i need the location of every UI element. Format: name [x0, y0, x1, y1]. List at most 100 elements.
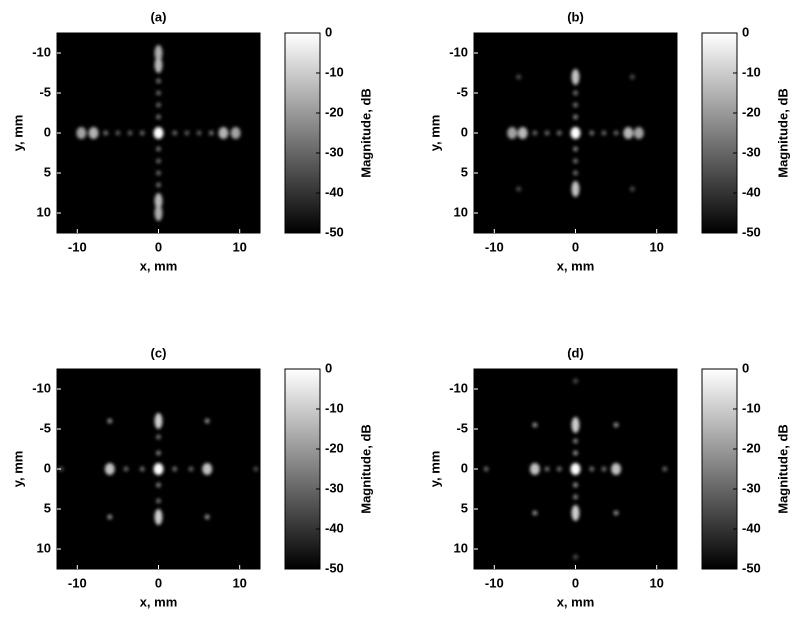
spot — [184, 130, 190, 136]
spot — [601, 130, 607, 136]
y-tick-label: 0 — [461, 124, 468, 139]
y-tick-label: -5 — [456, 84, 468, 99]
colorbar-tick-label: -50 — [742, 224, 761, 239]
spot — [202, 463, 213, 475]
spot — [573, 158, 578, 164]
colorbar-tick-label: -20 — [742, 104, 761, 119]
spot — [156, 114, 161, 120]
y-tick-label: -10 — [449, 44, 468, 59]
colorbar-tick-label: -40 — [742, 520, 761, 535]
spot — [156, 78, 161, 84]
spot — [156, 170, 161, 176]
spot — [529, 463, 540, 475]
spots — [58, 413, 259, 525]
spot — [88, 127, 99, 139]
spot — [58, 466, 64, 472]
spot — [153, 463, 164, 475]
colorbar-tick-label: -30 — [325, 480, 344, 495]
spot — [154, 509, 163, 525]
y-tick-label: -5 — [39, 420, 51, 435]
spot — [613, 130, 619, 136]
spot — [204, 418, 210, 424]
spot — [613, 510, 619, 516]
spot — [589, 466, 595, 472]
colorbar-label: Magnitude, dB — [775, 424, 790, 514]
spot — [571, 69, 580, 85]
spot — [573, 114, 578, 120]
x-tick-label: 0 — [572, 239, 579, 254]
spot — [154, 45, 163, 61]
colorbar — [701, 368, 738, 570]
x-tick-label: 10 — [232, 239, 246, 254]
spot — [571, 417, 580, 433]
spot — [623, 127, 634, 139]
spot — [573, 482, 578, 488]
spot — [483, 466, 489, 472]
y-tick-label: 5 — [461, 500, 468, 515]
y-tick-label: 0 — [44, 124, 51, 139]
x-tick-label: 0 — [572, 575, 579, 590]
colorbar-label: Magnitude, dB — [358, 88, 373, 178]
spot — [573, 170, 578, 176]
x-tick-label: -10 — [485, 575, 504, 590]
colorbar-tick-label: -30 — [742, 144, 761, 159]
spot — [188, 466, 194, 472]
y-axis-label: y, mm — [10, 451, 25, 488]
x-tick-label: 10 — [232, 575, 246, 590]
spot — [156, 482, 161, 488]
spot — [156, 102, 161, 108]
colorbar-tick-label: -30 — [325, 144, 344, 159]
spot — [156, 450, 161, 456]
colorbar-tick-label: -20 — [325, 104, 344, 119]
spot — [123, 466, 129, 472]
spot — [516, 74, 522, 80]
colorbar-tick-label: -20 — [325, 440, 344, 455]
colorbar-tick-label: -40 — [325, 184, 344, 199]
spot — [139, 466, 145, 472]
colorbar-tick-label: 0 — [325, 24, 332, 39]
spot — [172, 466, 178, 472]
spots — [76, 45, 241, 221]
spot — [204, 514, 210, 520]
spot — [76, 127, 87, 139]
colorbar-label: Magnitude, dB — [775, 88, 790, 178]
colorbar-tick-label: -10 — [325, 64, 344, 79]
spot — [570, 127, 581, 139]
y-tick-label: 10 — [454, 540, 468, 555]
y-tick-label: 10 — [37, 540, 51, 555]
y-tick-label: 10 — [37, 204, 51, 219]
colorbar-tick-label: -40 — [742, 184, 761, 199]
y-tick-label: -10 — [32, 380, 51, 395]
panel-title: (c) — [151, 345, 167, 360]
spot — [516, 186, 522, 192]
colorbar-tick-label: 0 — [325, 360, 332, 375]
x-tick-label: 10 — [649, 239, 663, 254]
colorbar-tick-label: -10 — [325, 400, 344, 415]
spot — [156, 158, 161, 164]
spot — [154, 413, 163, 429]
x-axis-label: x, mm — [140, 258, 178, 273]
spot — [154, 57, 163, 73]
spot — [544, 466, 550, 472]
spot — [570, 463, 581, 475]
x-tick-label: -10 — [68, 239, 87, 254]
x-tick-label: 0 — [155, 239, 162, 254]
spot — [532, 510, 538, 516]
spot — [573, 438, 578, 444]
colorbar-tick-label: -10 — [742, 400, 761, 415]
spot — [156, 90, 161, 96]
spot — [532, 422, 538, 428]
spot — [573, 494, 578, 500]
spot — [629, 74, 635, 80]
spot — [556, 130, 562, 136]
panel-title: (b) — [567, 9, 584, 24]
spot — [601, 466, 607, 472]
y-axis-label: y, mm — [427, 451, 442, 488]
spots — [483, 378, 668, 560]
spot — [107, 418, 113, 424]
y-tick-label: 0 — [461, 460, 468, 475]
x-tick-label: -10 — [68, 575, 87, 590]
